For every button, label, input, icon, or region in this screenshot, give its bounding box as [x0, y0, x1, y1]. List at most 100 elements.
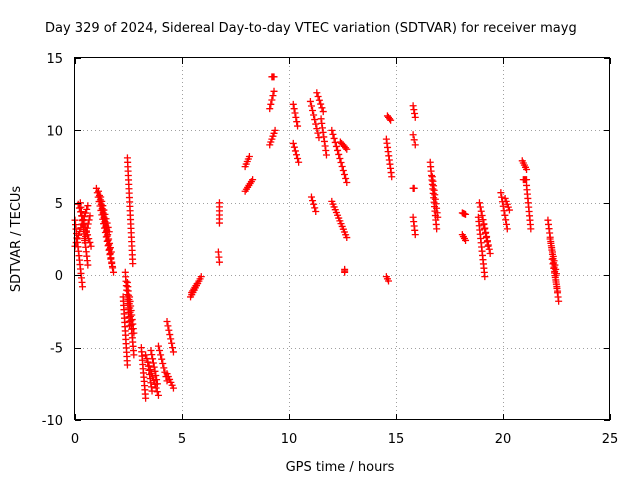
- data-point: [500, 207, 508, 215]
- data-point: [547, 239, 555, 247]
- data-point: [266, 105, 274, 113]
- data-point: [76, 227, 84, 235]
- data-point: [307, 102, 315, 110]
- data-point: [103, 228, 111, 236]
- data-point: [527, 225, 535, 233]
- data-point: [293, 118, 301, 126]
- data-point: [291, 147, 299, 155]
- data-point: [307, 193, 315, 201]
- data-point: [130, 329, 138, 337]
- data-point: [336, 154, 344, 162]
- chart-grid: [75, 58, 610, 420]
- data-point: [267, 100, 275, 108]
- data-point: [318, 124, 326, 132]
- data-point: [555, 297, 563, 305]
- plot-frame: [74, 57, 610, 420]
- data-point: [271, 126, 279, 134]
- chart-title: Day 329 of 2024, Sidereal Day-to-day VTE…: [45, 21, 577, 36]
- data-point: [100, 215, 108, 223]
- data-point: [270, 73, 278, 81]
- data-point: [329, 130, 337, 138]
- data-point: [105, 245, 113, 253]
- data-point: [481, 225, 489, 233]
- data-point: [311, 204, 319, 212]
- y-tick-label: -10: [42, 414, 63, 429]
- data-point: [123, 361, 131, 369]
- data-point: [164, 322, 172, 330]
- data-point: [314, 93, 322, 101]
- data-point: [75, 231, 83, 239]
- data-point: [82, 209, 90, 217]
- data-point: [245, 152, 253, 160]
- data-point: [341, 144, 349, 152]
- data-point: [163, 318, 171, 326]
- data-point: [312, 120, 320, 128]
- data-point: [102, 223, 110, 231]
- data-point: [157, 351, 165, 359]
- data-point: [409, 102, 417, 110]
- data-point: [152, 384, 160, 392]
- data-point: [330, 134, 338, 142]
- data-point: [318, 104, 326, 112]
- data-point: [167, 335, 175, 343]
- data-point: [150, 363, 158, 371]
- data-point: [84, 261, 92, 269]
- data-point: [411, 141, 419, 149]
- data-point: [101, 219, 109, 227]
- data-point: [78, 283, 86, 291]
- data-point: [433, 225, 441, 233]
- data-point: [317, 100, 325, 108]
- data-point: [486, 249, 494, 257]
- data-point: [153, 388, 161, 396]
- data-point: [314, 129, 322, 137]
- data-point: [501, 211, 509, 219]
- data-point: [321, 142, 329, 150]
- data-point: [312, 207, 320, 215]
- data-point: [409, 131, 417, 139]
- x-tick-label: 20: [495, 432, 512, 447]
- data-point: [338, 162, 346, 170]
- data-point: [462, 210, 470, 218]
- data-point: [86, 212, 94, 220]
- data-point: [310, 111, 318, 119]
- y-axis-tick-labels: -10 -5 0 5 10 15: [42, 52, 63, 429]
- data-point: [81, 236, 89, 244]
- data-point: [410, 136, 418, 144]
- y-tick-label: 5: [55, 197, 63, 212]
- data-point: [548, 255, 556, 263]
- data-point: [142, 351, 150, 359]
- data-point: [294, 122, 302, 130]
- data-point: [73, 235, 81, 243]
- data-point: [106, 249, 114, 257]
- data-point: [553, 283, 561, 291]
- data-point: [84, 202, 92, 210]
- data-point: [100, 210, 108, 218]
- data-point: [153, 380, 161, 388]
- data-point: [309, 106, 317, 114]
- data-point: [320, 133, 328, 141]
- data-point: [148, 351, 156, 359]
- data-point: [477, 207, 485, 215]
- data-point: [343, 234, 351, 242]
- x-tick-label: 0: [71, 432, 79, 447]
- data-point: [317, 115, 325, 123]
- data-point: [268, 96, 276, 104]
- data-point: [142, 394, 150, 402]
- data-point: [152, 371, 160, 379]
- data-point: [153, 376, 161, 384]
- data-point: [309, 197, 317, 205]
- data-point: [249, 176, 257, 184]
- data-point: [343, 145, 351, 153]
- data-point: [168, 339, 176, 347]
- data-point: [98, 197, 106, 205]
- data-point: [498, 193, 506, 201]
- data-point: [411, 113, 419, 121]
- x-axis-tick-labels: 0 5 10 15 20 25: [71, 432, 618, 447]
- data-point: [410, 184, 418, 192]
- data-point: [410, 106, 418, 114]
- x-tick-label: 15: [388, 432, 405, 447]
- data-point: [107, 254, 115, 262]
- data-point: [315, 134, 323, 142]
- data-point: [385, 277, 393, 285]
- data-point: [479, 216, 487, 224]
